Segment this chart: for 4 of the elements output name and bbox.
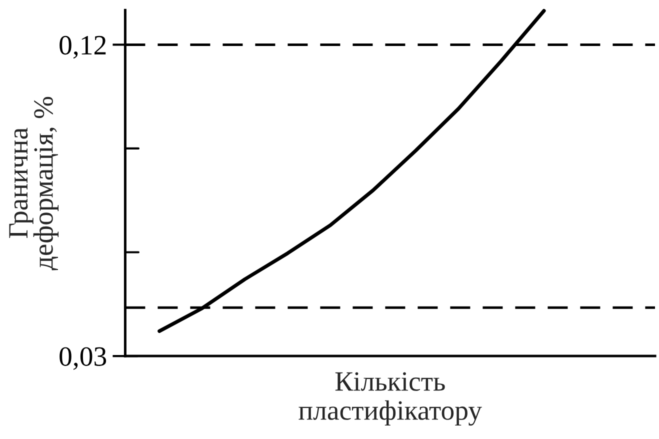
y-axis-title: Гранична деформація, % (9, 96, 59, 270)
x-axis-title: Кількість пластифікатору (298, 372, 482, 426)
y-tick-label: 0,03 (60, 347, 106, 370)
y-tick-label: 0,12 (60, 36, 106, 59)
